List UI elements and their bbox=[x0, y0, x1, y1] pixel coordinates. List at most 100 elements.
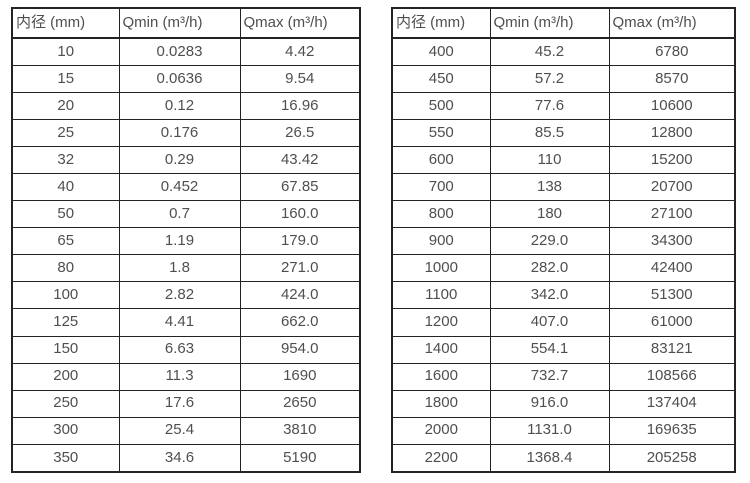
table-cell: 0.0283 bbox=[118, 37, 241, 67]
table-cell: 137404 bbox=[608, 389, 736, 418]
table-cell: 732.7 bbox=[489, 362, 610, 391]
table-cell: 25 bbox=[11, 119, 120, 148]
table-cell: 1800 bbox=[391, 389, 491, 418]
table-cell: 4.42 bbox=[239, 37, 361, 67]
table-cell: 282.0 bbox=[489, 254, 610, 283]
table-cell: 20 bbox=[11, 92, 120, 121]
table-cell: 100 bbox=[11, 281, 120, 310]
header-cell-diameter: 内径 (mm) bbox=[11, 7, 120, 39]
table-cell: 400 bbox=[391, 37, 491, 67]
table-cell: 6.63 bbox=[118, 335, 241, 364]
table-cell: 0.0636 bbox=[118, 65, 241, 94]
table-cell: 83121 bbox=[608, 335, 736, 364]
table-cell: 160.0 bbox=[239, 200, 361, 229]
table-cell: 10 bbox=[11, 37, 120, 67]
table-cell: 51300 bbox=[608, 281, 736, 310]
table-row: 65 1.19 179.0 bbox=[11, 227, 361, 256]
table-row: 450 57.2 8570 bbox=[391, 65, 736, 94]
table-body-0: 10 0.0283 4.42 15 0.0636 9.54 20 0.12 16.96 25 0.1… bbox=[11, 37, 361, 473]
table-cell: 108566 bbox=[608, 362, 736, 391]
table-cell: 57.2 bbox=[489, 65, 610, 94]
table-cell: 916.0 bbox=[489, 389, 610, 418]
table-cell: 300 bbox=[11, 416, 120, 445]
header-row: 内径 (mm) Qmin (m³/h) Qmax (m³/h) bbox=[11, 7, 361, 39]
table-cell: 2650 bbox=[239, 389, 361, 418]
table-cell: 61000 bbox=[608, 308, 736, 337]
table-cell: 2200 bbox=[391, 443, 491, 473]
table-cell: 10600 bbox=[608, 92, 736, 121]
table-row: 1200 407.0 61000 bbox=[391, 308, 736, 337]
table-cell: 20700 bbox=[608, 173, 736, 202]
table-cell: 25.4 bbox=[118, 416, 241, 445]
table-row: 2200 1368.4 205258 bbox=[391, 443, 736, 473]
table-cell: 700 bbox=[391, 173, 491, 202]
table-row: 350 34.6 5190 bbox=[11, 443, 361, 473]
table-cell: 1200 bbox=[391, 308, 491, 337]
table-cell: 800 bbox=[391, 200, 491, 229]
table-cell: 271.0 bbox=[239, 254, 361, 283]
table-row: 200 11.3 1690 bbox=[11, 362, 361, 391]
table-cell: 1.8 bbox=[118, 254, 241, 283]
table-row: 300 25.4 3810 bbox=[11, 416, 361, 445]
table-cell: 32 bbox=[11, 146, 120, 175]
table-cell: 1690 bbox=[239, 362, 361, 391]
table-cell: 15 bbox=[11, 65, 120, 94]
table-cell: 43.42 bbox=[239, 146, 361, 175]
table-cell: 1368.4 bbox=[489, 443, 610, 473]
table-cell: 85.5 bbox=[489, 119, 610, 148]
table-cell: 205258 bbox=[608, 443, 736, 473]
table-cell: 34300 bbox=[608, 227, 736, 256]
table-cell: 1400 bbox=[391, 335, 491, 364]
table-cell: 34.6 bbox=[118, 443, 241, 473]
table-row: 600 110 15200 bbox=[391, 146, 736, 175]
table-cell: 40 bbox=[11, 173, 120, 202]
table-cell: 342.0 bbox=[489, 281, 610, 310]
table-cell: 77.6 bbox=[489, 92, 610, 121]
table-cell: 250 bbox=[11, 389, 120, 418]
table-cell: 0.7 bbox=[118, 200, 241, 229]
table-row: 1100 342.0 51300 bbox=[391, 281, 736, 310]
table-cell: 67.85 bbox=[239, 173, 361, 202]
table-row: 900 229.0 34300 bbox=[391, 227, 736, 256]
table-cell: 2.82 bbox=[118, 281, 241, 310]
table-cell: 138 bbox=[489, 173, 610, 202]
header-cell-qmin: Qmin (m³/h) bbox=[118, 7, 241, 39]
table-cell: 0.452 bbox=[118, 173, 241, 202]
table-cell: 50 bbox=[11, 200, 120, 229]
table-row: 10 0.0283 4.42 bbox=[11, 37, 361, 67]
table-cell: 407.0 bbox=[489, 308, 610, 337]
table-row: 700 138 20700 bbox=[391, 173, 736, 202]
header-cell-qmax: Qmax (m³/h) bbox=[608, 7, 736, 39]
table-cell: 424.0 bbox=[239, 281, 361, 310]
table-row: 800 180 27100 bbox=[391, 200, 736, 229]
table-cell: 554.1 bbox=[489, 335, 610, 364]
table-cell: 17.6 bbox=[118, 389, 241, 418]
table-cell: 150 bbox=[11, 335, 120, 364]
table-cell: 550 bbox=[391, 119, 491, 148]
table-cell: 2000 bbox=[391, 416, 491, 445]
table-cell: 600 bbox=[391, 146, 491, 175]
table-row: 100 2.82 424.0 bbox=[11, 281, 361, 310]
table-cell: 500 bbox=[391, 92, 491, 121]
table-body-1: 400 45.2 6780 450 57.2 8570 500 77.6 10600 550 85.… bbox=[391, 37, 736, 473]
table-row: 80 1.8 271.0 bbox=[11, 254, 361, 283]
table-row: 25 0.176 26.5 bbox=[11, 119, 361, 148]
table-cell: 110 bbox=[489, 146, 610, 175]
table-cell: 42400 bbox=[608, 254, 736, 283]
table-row: 20 0.12 16.96 bbox=[11, 92, 361, 121]
table-row: 15 0.0636 9.54 bbox=[11, 65, 361, 94]
table-cell: 1000 bbox=[391, 254, 491, 283]
table-cell: 954.0 bbox=[239, 335, 361, 364]
table-cell: 3810 bbox=[239, 416, 361, 445]
table-cell: 200 bbox=[11, 362, 120, 391]
table-row: 1800 916.0 137404 bbox=[391, 389, 736, 418]
table-cell: 27100 bbox=[608, 200, 736, 229]
table-cell: 6780 bbox=[608, 37, 736, 67]
table-cell: 4.41 bbox=[118, 308, 241, 337]
table-cell: 0.12 bbox=[118, 92, 241, 121]
table-cell: 900 bbox=[391, 227, 491, 256]
table-cell: 26.5 bbox=[239, 119, 361, 148]
table-cell: 180 bbox=[489, 200, 610, 229]
table-cell: 125 bbox=[11, 308, 120, 337]
